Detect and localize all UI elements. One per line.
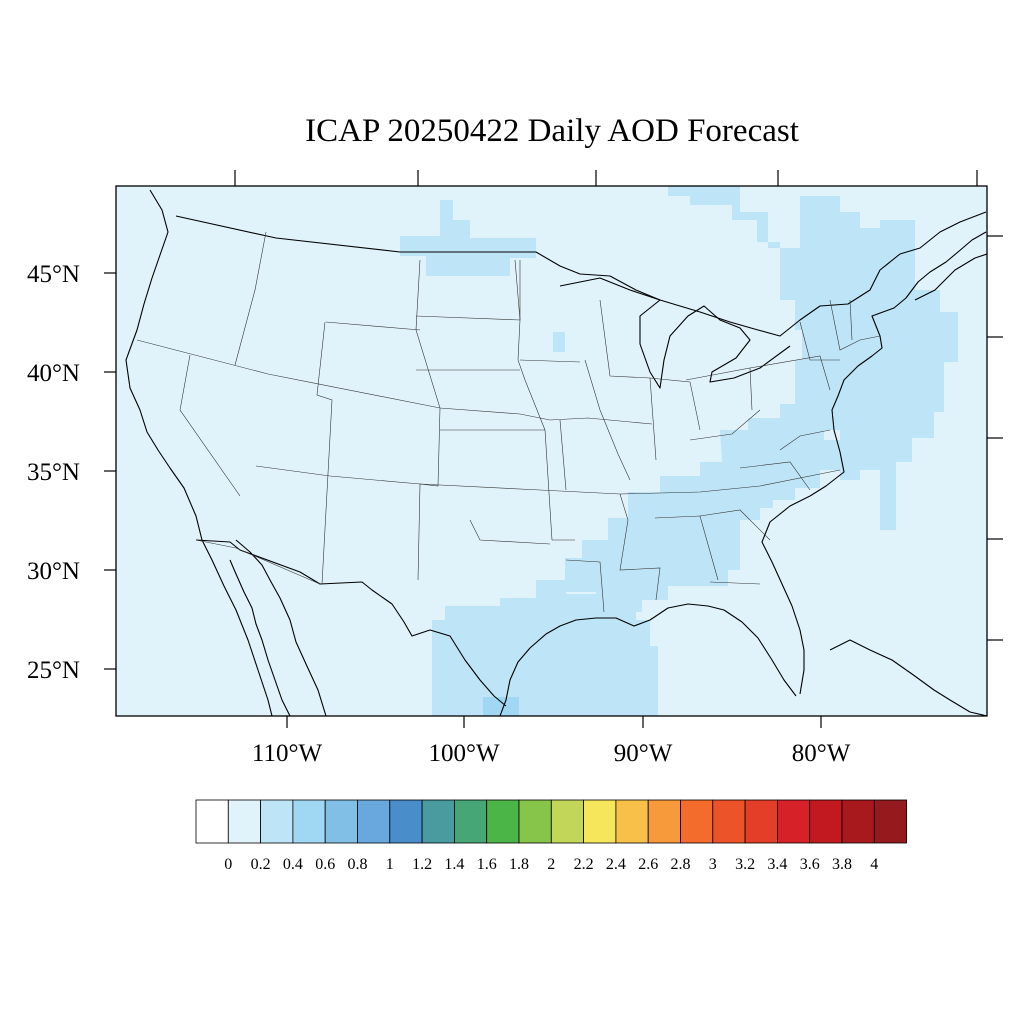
colorbar-label: 1.4 [444, 856, 464, 873]
state-borders [136, 231, 881, 613]
lon-label-90w: 90°W [614, 740, 673, 767]
gulf-coast [499, 603, 797, 716]
aod-spot-south-texas [483, 697, 519, 716]
aod-shading-layer [125, 186, 987, 716]
map-frame [115, 185, 988, 717]
colorbar-swatch [486, 799, 520, 844]
colorbar-swatch [292, 799, 326, 844]
colorbar-label: 1.8 [509, 856, 529, 873]
aod-plume-southeast [565, 404, 842, 612]
colorbar-label: 3 [709, 856, 717, 873]
aod-plume-northeast [668, 186, 958, 530]
lat-label-35n: 35°N [27, 459, 80, 486]
colorbar-swatch [195, 799, 229, 844]
colorbar-label: 0 [224, 856, 232, 873]
lat-label-45n: 45°N [27, 261, 80, 288]
colorbar-swatch [777, 799, 811, 844]
nova-scotia-coast [914, 253, 987, 301]
lon-label-110w: 110°W [252, 740, 323, 767]
colorbar-swatch [873, 799, 907, 844]
colorbar-swatch [421, 799, 455, 844]
colorbar-swatch [647, 799, 681, 844]
canada-border [175, 211, 987, 337]
atlantic-coast [761, 231, 987, 695]
aod-plume-texas-gulf [432, 580, 658, 716]
colorbar-label: 2.4 [606, 856, 626, 873]
aod-colorbar: 0 0.2 0.4 0.6 0.8 1 1.2 1.4 1.6 1.8 2 2.2 2.4 2.6 2.8 3… [195, 799, 907, 873]
us-mexico-border [195, 539, 507, 707]
colorbar-swatch [583, 799, 617, 844]
colorbar-label: 0.8 [348, 856, 368, 873]
colorbar-swatch [357, 799, 391, 844]
colorbar-label: 4 [870, 856, 878, 873]
colorbar-swatch [744, 799, 778, 844]
lon-label-80w: 80°W [792, 740, 851, 767]
baja-peninsula-coast [229, 559, 291, 716]
colorbar-swatch [518, 799, 552, 844]
colorbar-label: 3.6 [800, 856, 820, 873]
great-lakes-outline [559, 277, 791, 389]
colorbar-label: 2.8 [671, 856, 691, 873]
colorbar-swatch [227, 799, 262, 844]
colorbar-swatch [712, 799, 746, 844]
cuba-bahamas-coast [829, 639, 987, 716]
colorbar-swatch [841, 799, 875, 844]
mexico-west-coast [235, 539, 327, 716]
colorbar-swatch [809, 799, 843, 844]
colorbar-label: 0.2 [251, 856, 271, 873]
colorbar-swatch [615, 799, 649, 844]
colorbar-label: 1 [386, 856, 394, 873]
colorbar-swatch [260, 799, 294, 844]
map-panel: 45°N 40°N 35°N 30°N 25°N 110°W 100°W 90°… [27, 170, 1003, 767]
lat-label-40n: 40°N [27, 360, 80, 387]
colorbar-label: 0.4 [283, 856, 303, 873]
lat-label-25n: 25°N [27, 657, 80, 684]
chart-title: ICAP 20250422 Daily AOD Forecast [305, 113, 799, 149]
colorbar-swatch [550, 799, 584, 844]
colorbar-label: 3.4 [767, 856, 787, 873]
colorbar-swatch [680, 799, 714, 844]
aod-band-north-dakota [400, 200, 536, 276]
colorbar-label: 2 [547, 856, 555, 873]
colorbar-swatch [324, 799, 358, 844]
us-coastline-west [125, 189, 273, 716]
colorbar-label: 0.6 [315, 856, 335, 873]
lon-label-100w: 100°W [428, 740, 499, 767]
colorbar-label: 3.2 [735, 856, 755, 873]
colorbar-label: 1.6 [477, 856, 497, 873]
colorbar-label: 3.8 [832, 856, 852, 873]
colorbar-label: 2.2 [574, 856, 594, 873]
aod-spot-michigan [553, 332, 565, 352]
colorbar-swatch [389, 799, 423, 844]
axis-ticks [104, 170, 1003, 728]
lat-label-30n: 30°N [27, 558, 80, 585]
colorbar-label: 2.6 [638, 856, 658, 873]
colorbar-label: 1.2 [412, 856, 432, 873]
colorbar-swatch [453, 799, 488, 844]
